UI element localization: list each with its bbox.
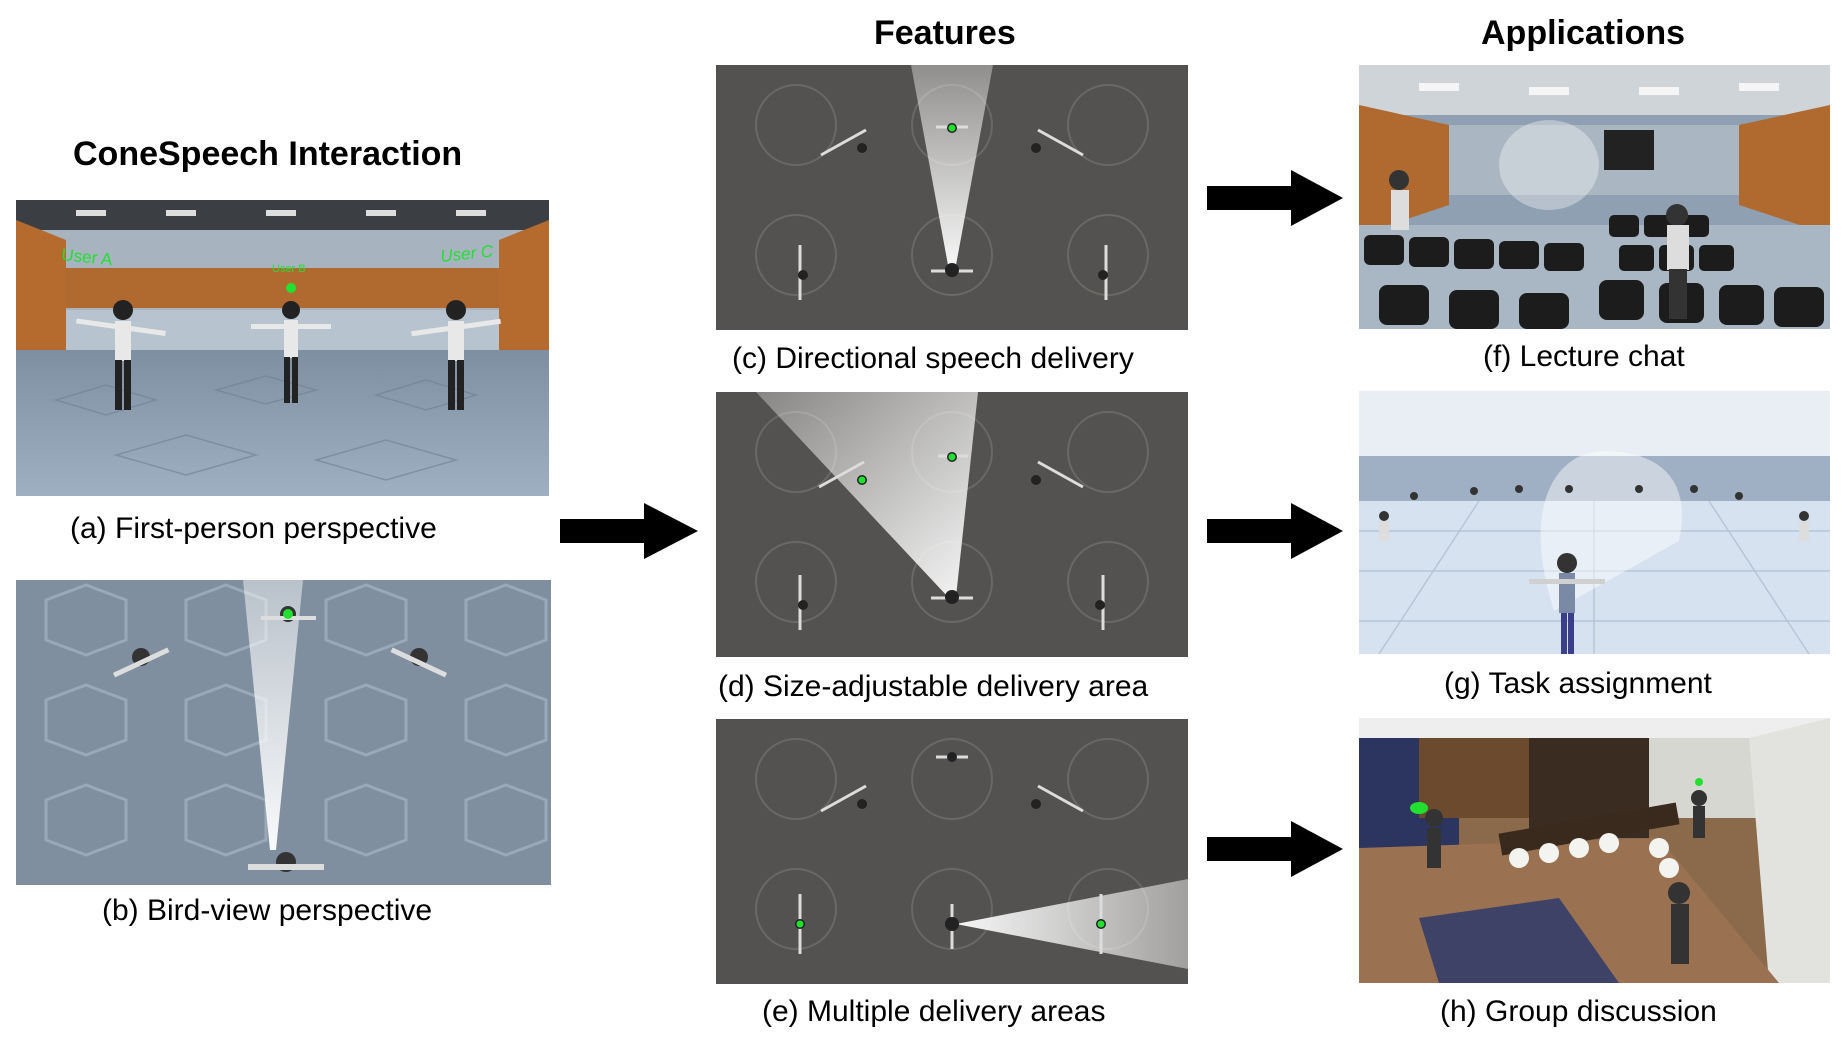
panel-c-directional xyxy=(716,65,1188,330)
caption-d: (d) Size-adjustable delivery area xyxy=(718,670,1149,703)
panel-e-multiple-areas xyxy=(716,719,1188,984)
features-heading: Features xyxy=(874,14,1016,52)
panel-b-bird-view xyxy=(16,580,551,885)
applications-heading: Applications xyxy=(1481,14,1686,52)
panel-g-task-assignment xyxy=(1359,391,1830,654)
speaker-target-marker xyxy=(283,609,293,619)
user-b-marker xyxy=(286,283,296,293)
avatar-user-c xyxy=(411,300,501,410)
caption-h: (h) Group discussion xyxy=(1440,995,1717,1028)
target-marker-right xyxy=(1097,920,1105,928)
target-marker xyxy=(1695,778,1703,786)
interaction-heading: ConeSpeech Interaction xyxy=(73,135,463,173)
caption-b: (b) Bird-view perspective xyxy=(102,894,433,927)
caption-e: (e) Multiple delivery areas xyxy=(762,995,1106,1028)
arrow-c-to-f xyxy=(1207,170,1343,226)
target-marker xyxy=(948,124,956,132)
user-b-label: User B xyxy=(272,263,306,275)
panel-d-size-adjustable xyxy=(716,392,1188,657)
arrow-e-to-h xyxy=(1207,821,1343,877)
speaker-marker xyxy=(1410,802,1428,814)
panel-h-group-discussion xyxy=(1359,718,1830,983)
arrow-to-features xyxy=(560,503,698,559)
speech-bubble xyxy=(1499,120,1599,210)
target-marker-2 xyxy=(948,453,956,461)
panel-a-first-person: User A User B User C xyxy=(16,200,549,496)
target-marker-left xyxy=(796,920,804,928)
speech-dome xyxy=(1540,451,1682,611)
avatar-user-b xyxy=(251,301,331,403)
arrow-d-to-g xyxy=(1207,503,1343,559)
caption-a: (a) First-person perspective xyxy=(70,512,437,545)
caption-f: (f) Lecture chat xyxy=(1483,340,1685,373)
avatar-user-a xyxy=(76,300,166,410)
panel-f-lecture-chat xyxy=(1359,65,1830,329)
target-marker-1 xyxy=(858,476,866,484)
speech-cone xyxy=(243,580,303,850)
caption-c: (c) Directional speech delivery xyxy=(732,342,1134,375)
caption-g: (g) Task assignment xyxy=(1444,667,1712,700)
